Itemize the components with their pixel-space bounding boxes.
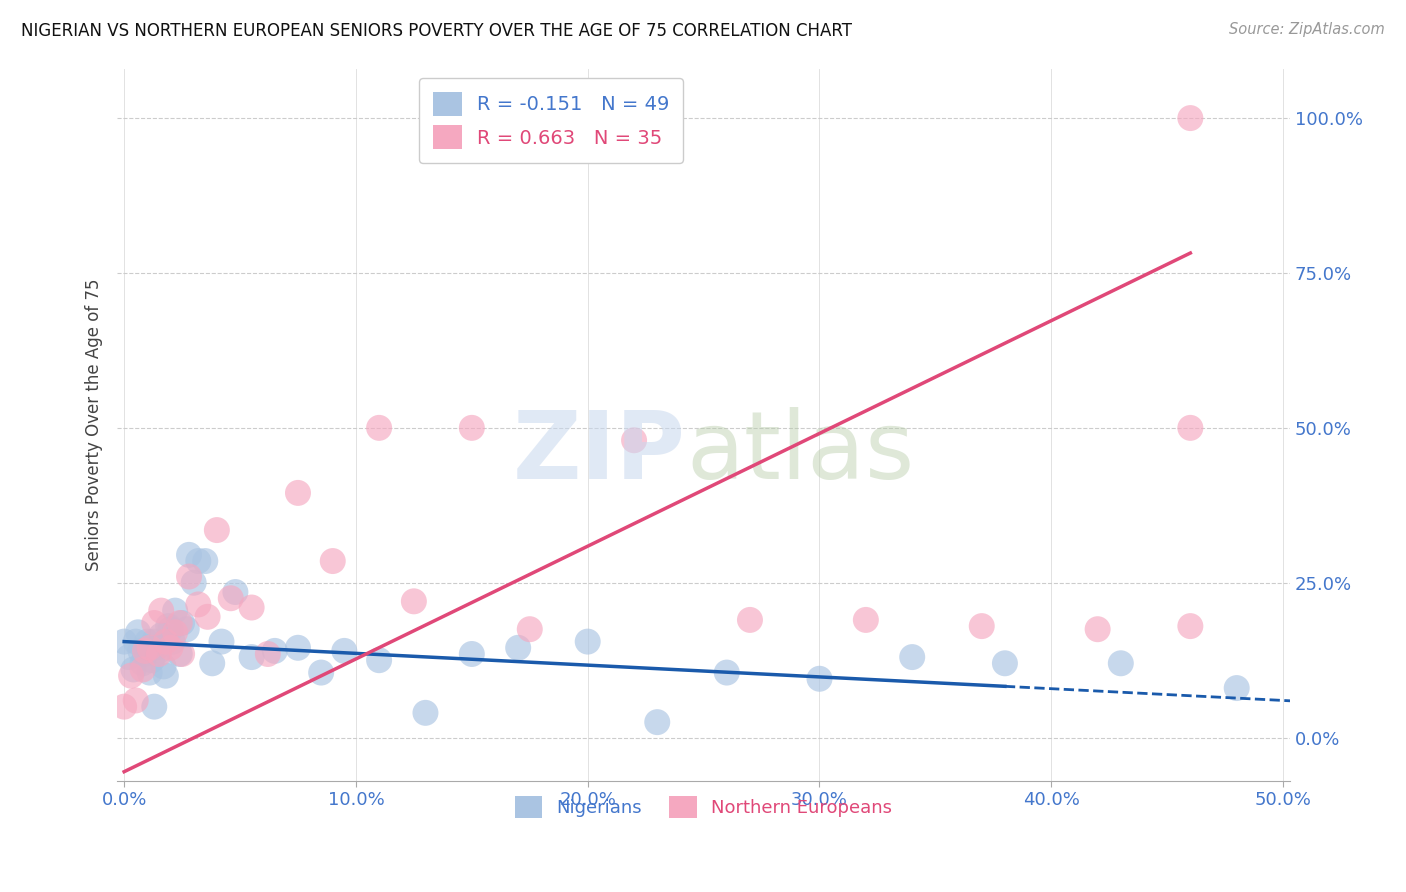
Point — [129, 644, 152, 658]
Point — [148, 644, 170, 658]
Point — [143, 615, 166, 630]
Point — [176, 622, 198, 636]
Point — [519, 622, 541, 636]
Point — [368, 421, 391, 435]
Point — [125, 634, 148, 648]
Point — [172, 615, 194, 630]
Point — [165, 604, 187, 618]
Point — [1180, 421, 1202, 435]
Point — [165, 625, 187, 640]
Point — [152, 659, 174, 673]
Point — [131, 663, 153, 677]
Point — [201, 657, 224, 671]
Point — [155, 668, 177, 682]
Point — [645, 715, 668, 730]
Point — [240, 600, 263, 615]
Point — [257, 647, 280, 661]
Point — [194, 554, 217, 568]
Text: ZIP: ZIP — [513, 408, 686, 500]
Point — [148, 647, 170, 661]
Point — [287, 486, 309, 500]
Point — [131, 657, 153, 671]
Point — [855, 613, 877, 627]
Point — [287, 640, 309, 655]
Point — [808, 672, 831, 686]
Point — [368, 653, 391, 667]
Point — [1180, 619, 1202, 633]
Point — [172, 647, 194, 661]
Point — [461, 421, 484, 435]
Point — [402, 594, 425, 608]
Text: atlas: atlas — [686, 408, 914, 500]
Point — [211, 634, 233, 648]
Point — [134, 647, 156, 661]
Point — [994, 657, 1017, 671]
Point — [415, 706, 437, 720]
Point — [1226, 681, 1249, 695]
Text: NIGERIAN VS NORTHERN EUROPEAN SENIORS POVERTY OVER THE AGE OF 75 CORRELATION CHA: NIGERIAN VS NORTHERN EUROPEAN SENIORS PO… — [21, 22, 852, 40]
Point — [738, 613, 761, 627]
Point — [716, 665, 738, 680]
Point — [150, 628, 173, 642]
Point — [187, 554, 209, 568]
Point — [205, 523, 228, 537]
Point — [263, 644, 285, 658]
Point — [970, 619, 993, 633]
Point — [141, 653, 163, 667]
Point — [159, 640, 181, 655]
Point — [169, 647, 191, 661]
Point — [143, 699, 166, 714]
Point — [150, 604, 173, 618]
Point — [197, 609, 219, 624]
Point — [138, 640, 160, 655]
Point — [155, 634, 177, 648]
Point — [623, 434, 645, 448]
Point — [112, 634, 135, 648]
Point — [145, 640, 167, 655]
Point — [901, 650, 924, 665]
Point — [162, 634, 184, 648]
Point — [240, 650, 263, 665]
Point — [177, 548, 200, 562]
Point — [219, 591, 242, 606]
Point — [1109, 657, 1132, 671]
Point — [309, 665, 332, 680]
Text: Source: ZipAtlas.com: Source: ZipAtlas.com — [1229, 22, 1385, 37]
Point — [120, 668, 142, 682]
Point — [508, 640, 530, 655]
Point — [177, 569, 200, 583]
Point — [127, 625, 149, 640]
Point — [138, 665, 160, 680]
Point — [1180, 111, 1202, 125]
Point — [187, 598, 209, 612]
Point — [333, 644, 356, 658]
Legend: Nigerians, Northern Europeans: Nigerians, Northern Europeans — [508, 789, 900, 825]
Point — [159, 622, 181, 636]
Y-axis label: Seniors Poverty Over the Age of 75: Seniors Poverty Over the Age of 75 — [86, 278, 103, 571]
Point — [169, 615, 191, 630]
Point — [224, 585, 246, 599]
Point — [136, 634, 159, 648]
Point — [322, 554, 344, 568]
Point — [576, 634, 599, 648]
Point — [461, 647, 484, 661]
Point — [157, 619, 180, 633]
Point — [112, 699, 135, 714]
Point — [134, 644, 156, 658]
Point — [1087, 622, 1109, 636]
Point — [125, 693, 148, 707]
Point — [183, 575, 205, 590]
Point — [143, 634, 166, 648]
Point — [118, 650, 141, 665]
Point — [122, 663, 145, 677]
